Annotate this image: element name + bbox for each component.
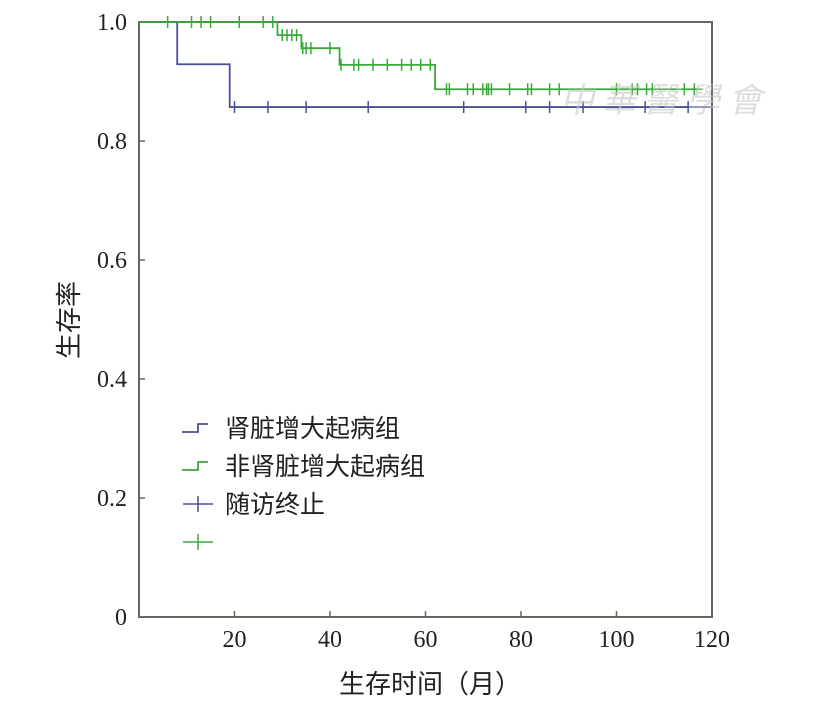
x-tick-label: 120 [694,627,730,653]
y-tick-label: 0.8 [97,129,127,155]
x-tick-label: 20 [223,627,247,653]
x-tick-label: 60 [414,627,438,653]
legend-censor-icon [183,496,213,512]
x-tick-label: 40 [318,627,342,653]
survival-curve-2 [139,21,703,91]
x-axis-title: 生存时间（月） [339,670,521,699]
x-tick-label: 80 [509,627,533,653]
legend-label: 肾脏增大起病组 [225,415,400,443]
watermark: 中華醫學會 [560,83,770,120]
y-axis-title: 生存率 [55,281,84,359]
legend-line-icon [182,461,208,471]
legend-line-icon [182,423,208,433]
legend-label: 随访终止 [225,491,325,519]
y-tick-label: 1.0 [97,10,127,36]
y-tick-label: 0.4 [97,367,127,393]
legend-label: 非肾脏增大起病组 [225,453,425,481]
y-tick-label: 0.6 [97,248,127,274]
y-tick-label: 0.2 [97,486,127,512]
legend-censor-icon [183,534,213,550]
x-tick-label: 100 [599,627,635,653]
y-tick-label: 0 [115,605,127,631]
